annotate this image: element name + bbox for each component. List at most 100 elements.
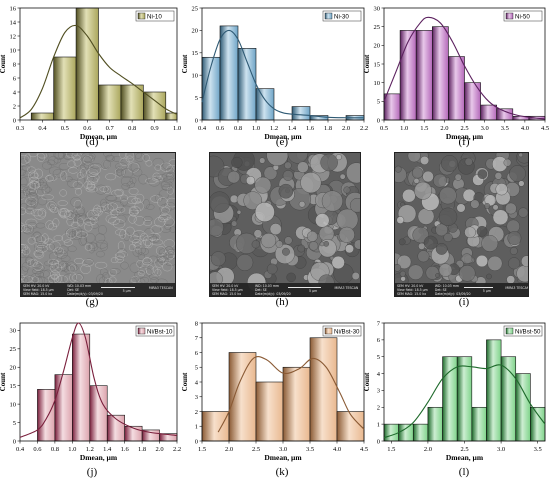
bar-0 (383, 423, 399, 442)
sem-info-info-mid-1: WD: 10.03 mm (255, 284, 280, 288)
legend-box (503, 10, 543, 22)
x-tick-label: 2.0 (440, 125, 448, 132)
y-tick-label: 15 (10, 383, 17, 390)
x-tick-label: 2.0 (225, 446, 233, 453)
y-tick-label: 4 (13, 89, 17, 96)
x-tick-label: 2.5 (460, 446, 468, 453)
plot-frame (19, 322, 178, 442)
sem-info-info-mid-3: Date(m/d/y): 03/09/20 (434, 292, 471, 296)
sem-info-info-mid-2: Det: SE (67, 288, 79, 292)
x-tick-label: 4.0 (333, 446, 341, 453)
panel-label: (d) (85, 136, 99, 148)
bar-8 (500, 356, 517, 442)
sem-texture (395, 153, 528, 289)
x-tick-label: 3.5 (306, 446, 314, 453)
x-axis-label: Dmean, µm (446, 132, 484, 141)
y-tick-label: 25 (192, 5, 199, 12)
x-tick-label: 0.8 (51, 446, 59, 453)
sem-info-info-mid-2: Det: SE (434, 288, 447, 292)
x-axis-label: Dmean, µm (80, 453, 118, 462)
x-axis-label: Dmean, µm (80, 132, 118, 141)
sem-info-info-left-3: SEM MAG: 15.0 kx (23, 292, 53, 296)
y-tick-label: 10 (10, 401, 17, 408)
sem-info-scale: 5 µm (309, 289, 318, 293)
bar-3 (282, 366, 311, 442)
bar-6 (471, 406, 487, 442)
sem-info-info-left-2: View field: 18.5 µm (212, 288, 243, 292)
sem-info-info-mid-1: WD: 10.03 mm (67, 284, 92, 288)
y-tick-label: 0 (195, 117, 198, 124)
y-tick-label: 10 (10, 47, 17, 54)
scale-bar (101, 287, 135, 288)
x-tick-label: 1.6 (306, 125, 315, 132)
x-tick-label: 0.4 (38, 125, 47, 132)
y-tick-label: 10 (192, 73, 199, 80)
y-tick-label: 5 (195, 365, 198, 372)
x-tick-label: 0.7 (106, 125, 115, 132)
legend-label: Ni-50 (515, 14, 530, 21)
x-tick-label: 3.0 (481, 125, 489, 132)
y-tick-label: 5 (13, 420, 16, 427)
x-tick-label: 1.4 (103, 446, 112, 453)
scale-bar (464, 287, 494, 288)
x-tick-label: 0.4 (198, 125, 207, 132)
sem-info-brand: MIRA3 TESCAN (334, 286, 359, 290)
x-tick-label: 1.5 (387, 446, 395, 453)
legend-box (135, 325, 175, 337)
y-tick-label: 3 (195, 394, 198, 401)
sem-texture (21, 153, 175, 287)
y-axis-label: Count (0, 54, 7, 73)
bar-5 (456, 356, 473, 442)
y-tick-label: 0 (377, 438, 380, 445)
x-tick-label: 1.6 (121, 446, 130, 453)
x-tick-label: 1.0 (173, 125, 181, 132)
y-tick-label: 25 (374, 24, 381, 31)
sem-info-info-left-2: View field: 18.5 µm (397, 288, 428, 292)
y-tick-label: 20 (10, 365, 17, 372)
x-tick-label: 3.5 (534, 446, 542, 453)
x-tick-label: 2.0 (155, 446, 163, 453)
legend-label: Ni/Bst-50 (515, 329, 541, 336)
sem-info-info-mid-2: Det: SE (255, 288, 267, 292)
x-tick-label: 2.5 (252, 446, 260, 453)
panel-label: (k) (275, 466, 289, 478)
y-tick-label: 15 (374, 61, 381, 68)
sem-info-bar: SEM HV: 20.0 kV View field: 18.5 µm SEM MA… (395, 283, 528, 296)
y-tick-label: 5 (195, 95, 198, 102)
sem-micrograph: SEM HV: 20.0 kV View field: 18.5 µm SEM MA… (394, 152, 529, 297)
bar-1 (398, 423, 414, 442)
x-tick-label: 0.6 (83, 125, 92, 132)
x-tick-label: 2.0 (424, 446, 432, 453)
x-tick-label: 2.0 (342, 125, 350, 132)
x-tick-label: 0.3 (16, 125, 24, 132)
y-tick-label: 6 (377, 337, 381, 344)
bar-0 (201, 411, 230, 442)
y-axis-label: Count (363, 372, 371, 391)
legend-box (135, 10, 175, 22)
y-tick-label: 8 (195, 320, 198, 327)
y-tick-label: 0 (377, 117, 380, 124)
legend-swatch (505, 327, 514, 335)
y-tick-label: 0 (13, 438, 16, 445)
x-tick-label: 1.5 (198, 446, 206, 453)
y-tick-label: 4 (195, 379, 199, 386)
sem-info-brand: MIRA3 TESCAN (505, 286, 529, 290)
panel-label: (g) (85, 296, 99, 308)
y-tick-label: 0 (13, 117, 16, 124)
bar-2 (255, 381, 284, 442)
x-tick-label: 2.2 (360, 125, 368, 132)
plot-frame (201, 7, 365, 121)
y-tick-label: 0 (195, 438, 198, 445)
sem-info-info-left-2: View field: 18.5 µm (23, 288, 54, 292)
sem-info-info-mid-3: Date(m/d/y): 03/09/20 (67, 292, 103, 296)
x-tick-label: 2.2 (173, 446, 181, 453)
bar-7 (486, 339, 502, 442)
x-tick-label: 4.0 (521, 125, 529, 132)
y-tick-label: 10 (374, 80, 381, 87)
y-tick-label: 5 (377, 99, 380, 106)
x-axis-label: Dmean, µm (264, 453, 302, 462)
